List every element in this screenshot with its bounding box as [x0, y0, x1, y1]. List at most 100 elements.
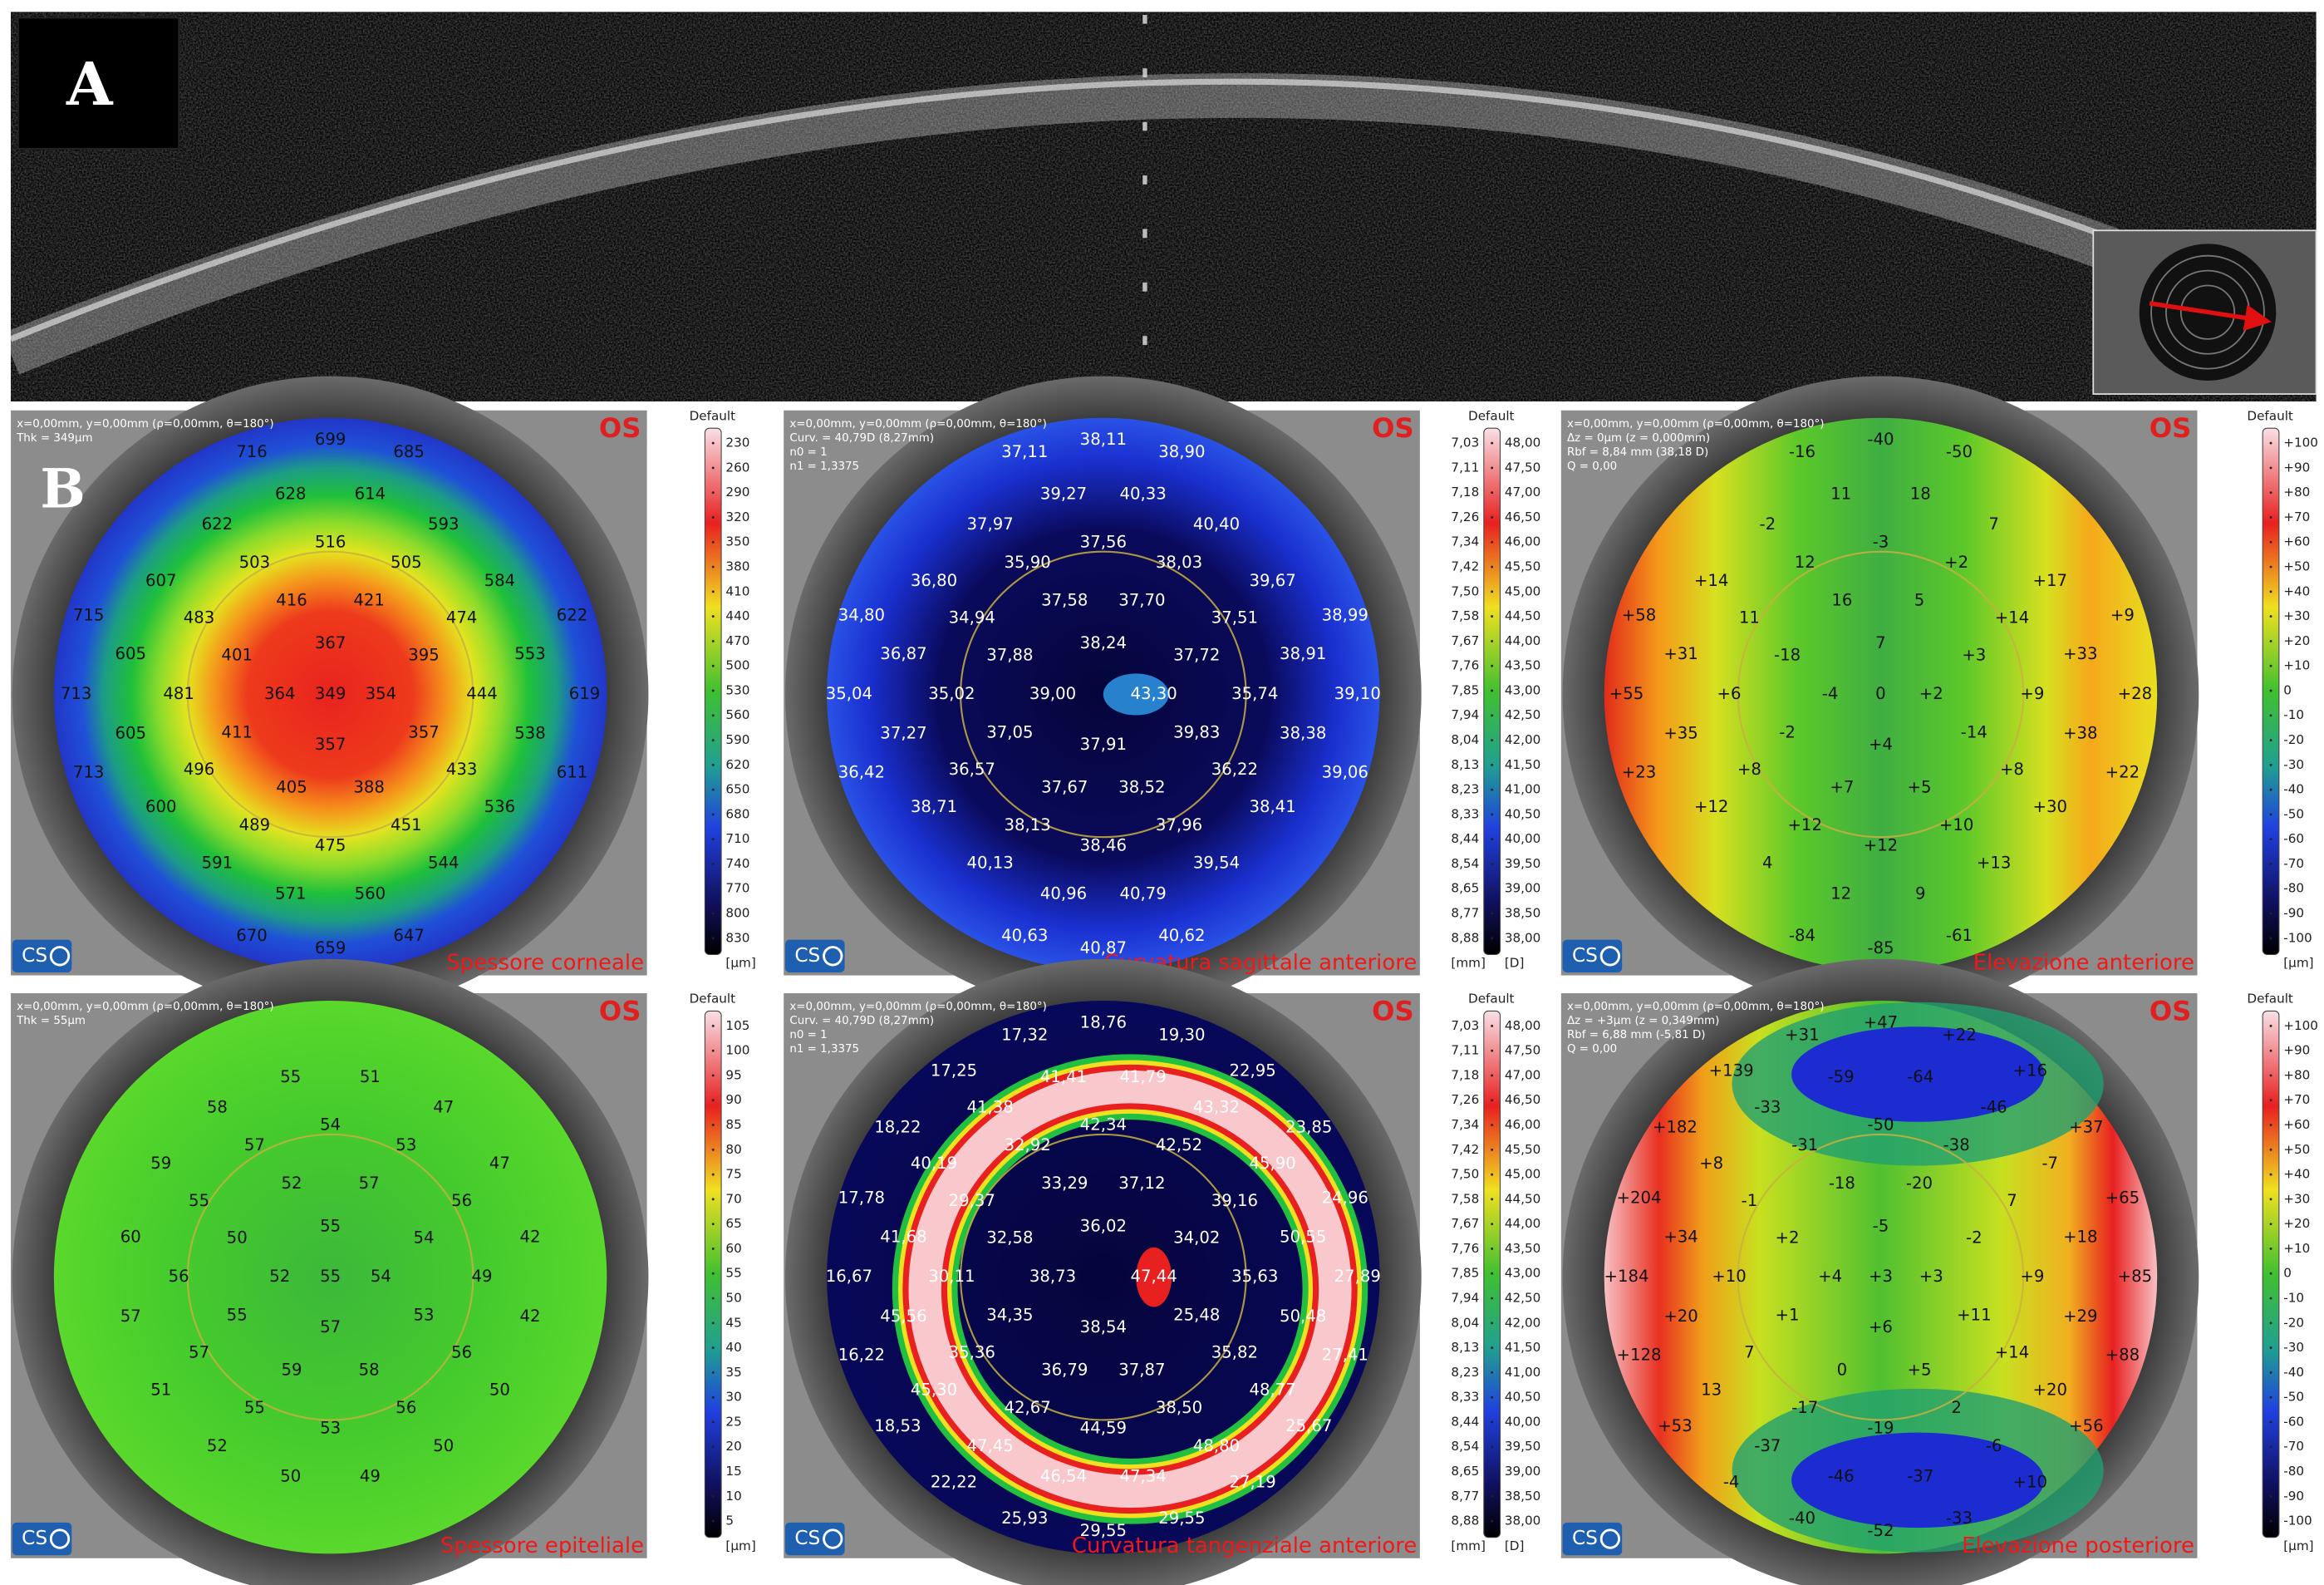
- scale-label: 65: [725, 1216, 741, 1231]
- map-value: -2: [1966, 1228, 1983, 1248]
- map-value: 29,37: [949, 1191, 995, 1210]
- map-value: 54: [320, 1115, 341, 1135]
- scale-label: 8,04: [1451, 1315, 1479, 1330]
- scale-label: 48,00: [1505, 436, 1540, 450]
- panel-label: B: [40, 458, 85, 520]
- map-value: 35,63: [1231, 1267, 1278, 1286]
- scale-label: 46,00: [1505, 534, 1540, 549]
- map-value: +20: [2032, 1380, 2066, 1399]
- scale-label: 40: [725, 1340, 741, 1355]
- map-value: -14: [1961, 722, 1987, 741]
- scale-label: 320: [725, 509, 749, 524]
- map-value: 38,73: [1029, 1267, 1076, 1286]
- map-value: 32,58: [986, 1228, 1033, 1248]
- map-value: 42: [519, 1307, 540, 1326]
- map-value: 59: [282, 1361, 302, 1380]
- scale-tick: [711, 466, 715, 470]
- scale-label: 100: [725, 1043, 749, 1058]
- scale-label: 75: [725, 1167, 741, 1182]
- scale-label: -70: [2283, 1439, 2304, 1454]
- scale-label: 500: [725, 658, 749, 673]
- label-box: [17, 17, 180, 150]
- scale-tick: [2269, 813, 2272, 816]
- scale-label: 35: [725, 1365, 741, 1380]
- map-header: Curv. = 40,79D (8,27mm): [789, 432, 934, 445]
- map-value: 46,54: [1040, 1467, 1087, 1486]
- map-value: 57: [120, 1307, 141, 1326]
- map-value: 35,04: [826, 684, 872, 703]
- scale-tick: [1491, 1346, 1494, 1350]
- scale-label: 8,77: [1451, 1489, 1479, 1504]
- map-value: 354: [366, 684, 397, 703]
- logo-icon: [823, 946, 843, 967]
- eye-label: OS: [599, 995, 641, 1026]
- map-value: +3: [1869, 1267, 1893, 1286]
- map-value: 16,22: [838, 1346, 885, 1365]
- scale-label: +40: [2283, 1167, 2310, 1182]
- map-value: +58: [1622, 605, 1656, 624]
- scale-label: 44,50: [1505, 608, 1540, 623]
- scale-label: -40: [2283, 1365, 2304, 1380]
- scale-tick: [2269, 714, 2272, 717]
- map-value: 42,34: [1080, 1115, 1127, 1135]
- scale-label: 38,50: [1505, 906, 1540, 921]
- zone-circle: [186, 550, 474, 839]
- map-value: 48,77: [1249, 1380, 1295, 1399]
- map-value: +20: [1663, 1307, 1698, 1326]
- map-value: 496: [184, 760, 215, 779]
- map-value: 54: [413, 1228, 434, 1248]
- map-value: +6: [1869, 1317, 1893, 1336]
- scale-label: 7,67: [1451, 1216, 1479, 1231]
- map-value: 50: [280, 1467, 301, 1486]
- eye-label: OS: [2150, 412, 2192, 444]
- map-header: Q = 0,00: [1567, 460, 1617, 473]
- map-value: 40,63: [1001, 926, 1048, 945]
- scale-label: -70: [2283, 856, 2304, 871]
- scale-tick: [711, 1198, 715, 1201]
- map-value: 38,41: [1249, 797, 1295, 816]
- map-value: -2: [1759, 514, 1776, 534]
- scale-label: 8,23: [1451, 1365, 1479, 1380]
- scale-label: 90: [725, 1092, 741, 1107]
- scale-label: 30: [725, 1390, 741, 1405]
- map-value: 47: [433, 1097, 454, 1116]
- scale-label: 7,50: [1451, 1167, 1479, 1182]
- map-value: +6: [1717, 684, 1741, 703]
- scale-tick: [2269, 1297, 2272, 1300]
- map-disc: [53, 417, 607, 972]
- map-value: -1: [1742, 1191, 1758, 1210]
- scale-tick: [711, 565, 715, 569]
- scale-tick: [2269, 887, 2272, 890]
- map-value: 11: [1739, 608, 1760, 628]
- map-header: n1 = 1,3375: [789, 1043, 859, 1056]
- map-value: +37: [2069, 1117, 2103, 1136]
- scale-label: 42,00: [1505, 1315, 1540, 1330]
- scale-tick: [1491, 788, 1494, 791]
- scale-unit: [µm]: [725, 956, 755, 971]
- map-value: 39,00: [1029, 684, 1076, 703]
- scale-label: 5: [725, 1514, 734, 1528]
- map-value: 364: [264, 684, 296, 703]
- scale-label: 7,18: [1451, 1067, 1479, 1082]
- map-value: 23,85: [1285, 1117, 1332, 1136]
- map-value: 55: [280, 1067, 301, 1086]
- scale-label: 44,50: [1505, 1191, 1540, 1206]
- map-value: +128: [1617, 1346, 1662, 1365]
- map-value: 388: [353, 777, 385, 796]
- map-value: 57: [189, 1342, 209, 1361]
- scale-tick: [2269, 516, 2272, 519]
- scale-label: +40: [2283, 583, 2310, 598]
- map-value: 43,30: [1131, 684, 1177, 703]
- map-value: 628: [275, 485, 307, 504]
- map-value: 483: [184, 608, 215, 628]
- map-value: +23: [1622, 762, 1656, 781]
- scale-label: 95: [725, 1067, 741, 1082]
- map-value: 37,27: [880, 724, 926, 743]
- map-value: 12: [1830, 884, 1851, 903]
- map-value: 53: [320, 1419, 341, 1438]
- map-band: [908, 1071, 1352, 1508]
- scale-label: 650: [725, 782, 749, 797]
- scale-tick: [2269, 441, 2272, 445]
- eye-label: OS: [1372, 995, 1414, 1026]
- map-value: 45,30: [911, 1380, 957, 1399]
